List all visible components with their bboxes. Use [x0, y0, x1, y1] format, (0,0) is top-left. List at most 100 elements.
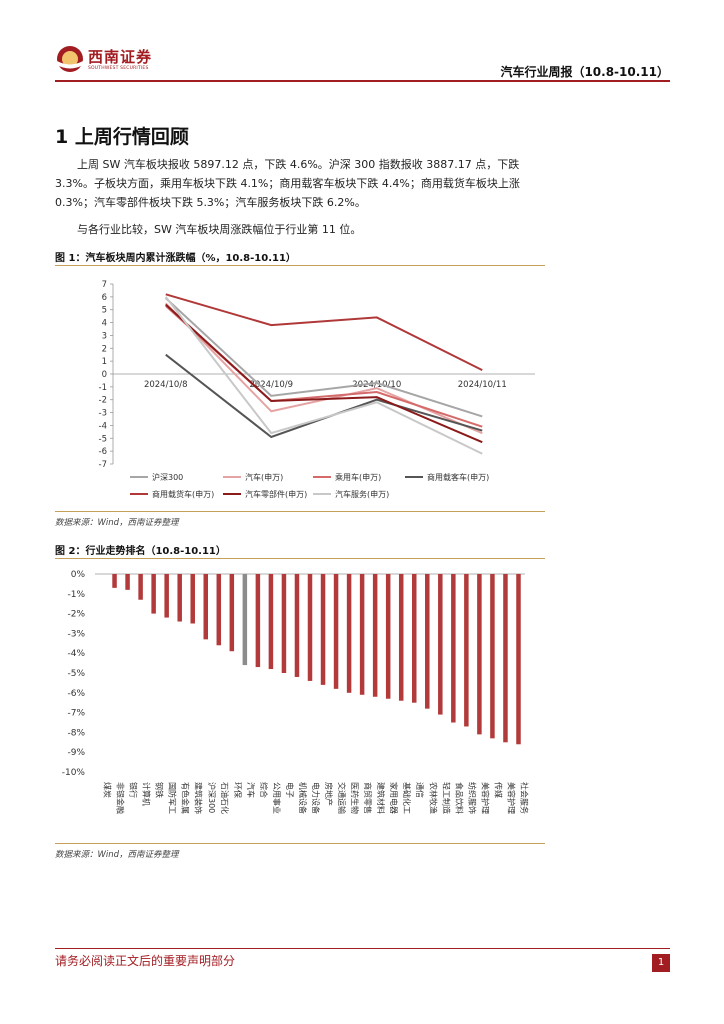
- bar: [320, 574, 326, 685]
- x-tick-label: 国防军工: [168, 782, 178, 814]
- y-tick-label: -4: [99, 421, 107, 431]
- x-tick-label: 建筑装饰: [194, 782, 204, 814]
- series-line: [164, 296, 483, 455]
- figure1-top-rule: [55, 265, 545, 266]
- y-tick-label: -5%: [67, 669, 85, 679]
- x-tick-label: 煤炭: [103, 782, 113, 798]
- bar: [268, 574, 274, 670]
- figure1-title: 图 1：汽车板块周内累计涨跌幅（%，10.8-10.11）: [55, 253, 296, 264]
- footer-rule: [55, 948, 670, 949]
- y-tick-label: -4%: [67, 649, 85, 659]
- y-tick-label: -2%: [67, 610, 85, 620]
- company-logo-icon: [57, 46, 83, 72]
- y-tick-label: -5: [99, 434, 107, 444]
- x-tick-label: 传媒: [493, 782, 503, 798]
- legend-label: 汽车零部件(申万): [245, 489, 307, 499]
- line-chart: 7 6 5 4 3 2 1 0 -1 -2 -3 -4 -5 -6 -7 2024/10/8 2024/10/9…: [99, 280, 535, 499]
- bar: [385, 574, 391, 699]
- x-tick-label: 社会服务: [519, 782, 529, 814]
- bar: [151, 574, 156, 614]
- y-tick-label: -7%: [67, 709, 85, 719]
- x-tick-label: 石油石化: [220, 782, 230, 814]
- legend-label: 汽车服务(申万): [335, 489, 389, 499]
- bar: [177, 574, 182, 622]
- y-tick-label: 7: [102, 280, 107, 290]
- legend-label: 汽车(申万): [245, 472, 283, 482]
- x-tick-label: 公用事业: [272, 782, 282, 814]
- y-tick-label: -6%: [67, 689, 85, 699]
- figure2-title: 图 2：行业走势排名（10.8-10.11）: [55, 546, 226, 557]
- legend-label: 乘用车(申万): [335, 472, 381, 482]
- x-tick-label: 综合: [259, 782, 269, 798]
- y-tick-label: -8%: [67, 728, 85, 738]
- legend-label: 商用载客车(申万): [427, 472, 489, 482]
- figure2-bottom-rule: [55, 843, 545, 844]
- x-tick-label: 食品饮料: [454, 782, 464, 814]
- header: 西南证券 SOUTHWEST SECURITIES 汽车行业周报（10.8-10…: [0, 0, 724, 90]
- x-tick-label: 建筑材料: [376, 782, 386, 814]
- bar: [503, 574, 508, 743]
- company-sub: SOUTHWEST SECURITIES: [88, 66, 149, 71]
- figure2-source: 数据来源：Wind，西南证券整理: [55, 850, 179, 860]
- x-tick-label: 房地产: [324, 782, 334, 806]
- bar: [411, 574, 417, 703]
- series-line: [165, 302, 483, 435]
- bar: [138, 574, 143, 600]
- bar: [229, 574, 235, 652]
- x-tick-label: 计算机: [142, 782, 152, 806]
- x-tick-label: 机械设备: [298, 782, 308, 814]
- x-tick-label: 纺织服饰: [467, 782, 477, 814]
- x-tick-label: 汽车: [246, 782, 256, 798]
- series-line: [165, 293, 483, 372]
- header-rule: [55, 80, 670, 82]
- x-tick-label: 非银金融: [116, 782, 126, 814]
- bar: [294, 574, 300, 677]
- bar: [490, 574, 495, 739]
- y-tick-label: -9%: [67, 748, 85, 758]
- x-tick-label: 钢铁: [155, 782, 165, 798]
- bar: [203, 574, 209, 640]
- x-tick-label: 银行: [129, 782, 139, 798]
- x-tick-label: 2024/10/8: [144, 380, 188, 390]
- bar: [438, 574, 443, 715]
- bar: [425, 574, 430, 709]
- bar: [398, 574, 404, 701]
- x-tick-label: 2024/10/9: [249, 380, 293, 390]
- y-tick-label: -7: [99, 460, 107, 470]
- bar: [125, 574, 130, 590]
- bar: [216, 574, 222, 646]
- bar: [451, 574, 456, 723]
- figure1-source: 数据来源：Wind，西南证券整理: [55, 518, 179, 528]
- x-tick-label: 2024/10/10: [352, 380, 401, 390]
- x-tick-label: 商贸零售: [363, 782, 373, 814]
- y-tick-label: -10%: [62, 768, 86, 778]
- bar: [242, 574, 248, 666]
- bar-chart: 0% -1% -2% -3% -4% -5% -6% -7% -8% -9% -10% 煤炭 非银金融银…: [62, 570, 530, 814]
- legend-label: 商用载货车(申万): [152, 489, 214, 499]
- x-tick-label: 美容护理: [506, 782, 516, 814]
- bar: [281, 574, 287, 673]
- section-paragraph-2: 与各行业比较，SW 汽车板块周涨跌幅位于行业第 11 位。: [77, 223, 362, 236]
- bar: [464, 574, 469, 727]
- x-tick-label: 美容护理: [480, 782, 490, 814]
- y-tick-label: 3: [102, 331, 107, 341]
- bar: [333, 574, 339, 689]
- bar: [516, 574, 521, 745]
- bar: [190, 574, 195, 624]
- x-tick-label: 2024/10/11: [458, 380, 507, 390]
- y-tick-label: -1%: [67, 590, 85, 600]
- y-tick-label: 2: [102, 344, 107, 354]
- bar: [112, 574, 117, 588]
- figure1-bottom-rule: [55, 511, 545, 512]
- bar: [255, 574, 261, 668]
- company-name: 西南证券: [88, 48, 153, 66]
- y-tick-label: -3%: [67, 629, 85, 639]
- legend-label: 沪深300: [152, 472, 183, 482]
- y-tick-label: 4: [102, 319, 107, 329]
- bar: [164, 574, 169, 618]
- x-tick-label: 基础化工: [402, 782, 412, 814]
- y-tick-label: 1: [102, 357, 107, 367]
- x-tick-label: 沪深300: [207, 782, 217, 813]
- y-tick-label: 6: [102, 293, 107, 303]
- y-tick-label: 5: [102, 306, 107, 316]
